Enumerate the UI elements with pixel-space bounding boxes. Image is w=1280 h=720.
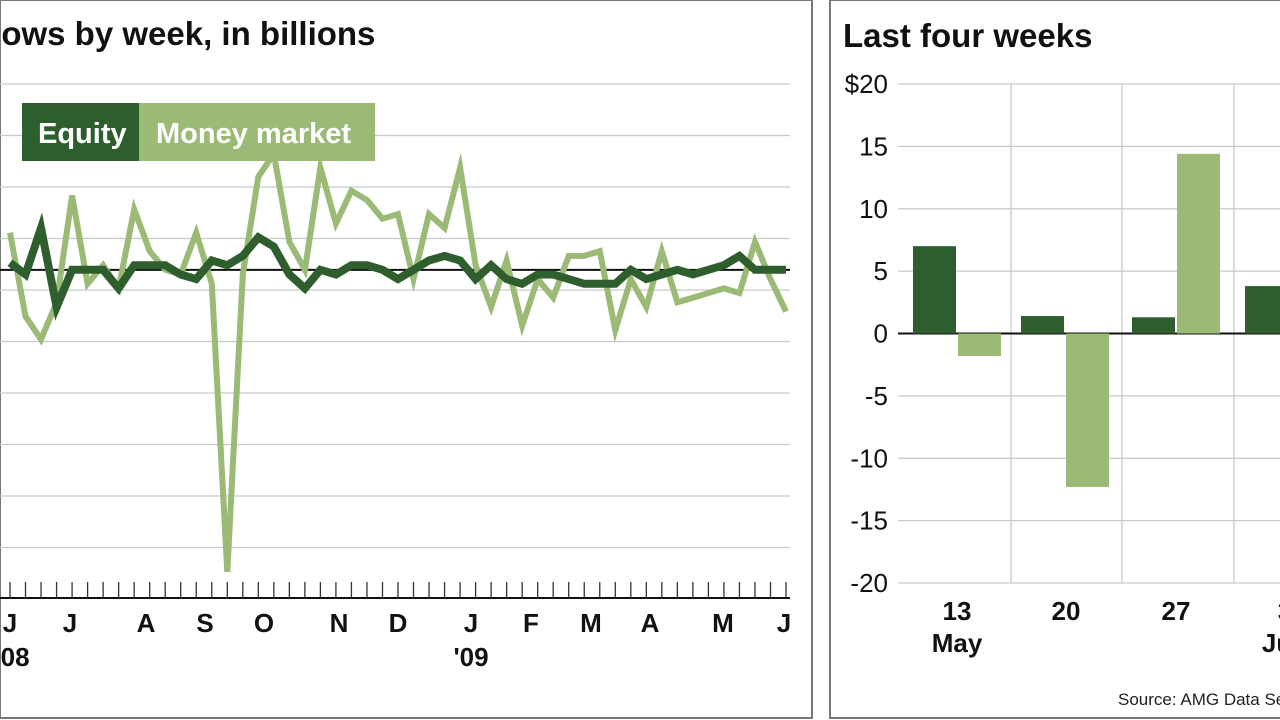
legend-equity-swatch xyxy=(22,103,139,161)
x-category-label: 27 xyxy=(1162,596,1191,626)
x-tick-label: J xyxy=(3,608,17,638)
x-month-label: May xyxy=(932,628,983,658)
x-tick-label: O xyxy=(254,608,274,638)
x-tick-label: M xyxy=(712,608,734,638)
equity-bar xyxy=(1132,317,1175,334)
x-category-label: 3 xyxy=(1278,596,1280,626)
y-tick-label: -20 xyxy=(850,568,888,598)
equity-bar xyxy=(1245,286,1280,334)
x-tick-label: D xyxy=(389,608,408,638)
y-tick-label: -10 xyxy=(850,443,888,473)
legend-money-market-swatch xyxy=(139,103,375,161)
legend-equity-label: Equity xyxy=(38,118,127,150)
legend: Equity Money market xyxy=(22,103,375,161)
x-year-label: '08 xyxy=(0,642,30,672)
y-tick-label: 0 xyxy=(874,319,888,349)
left-x-axis: J J A S O N D J F M A M J '08 '09 xyxy=(0,582,791,672)
x-tick-label: J xyxy=(464,608,478,638)
y-tick-label: 10 xyxy=(859,194,888,224)
y-tick-label: $20 xyxy=(845,69,888,99)
x-tick-label: A xyxy=(137,608,156,638)
x-tick-label: M xyxy=(580,608,602,638)
x-tick-label: N xyxy=(330,608,349,638)
y-tick-label: 15 xyxy=(859,131,888,161)
y-tick-label: -15 xyxy=(850,506,888,536)
money-market-bar xyxy=(958,333,1001,356)
right-y-axis: $20 15 10 5 0 -5 -10 -15 -20 xyxy=(845,69,888,598)
source-note: Source: AMG Data Services xyxy=(1118,690,1280,709)
x-year-label: '09 xyxy=(453,642,488,672)
legend-money-market-label: Money market xyxy=(156,118,351,150)
right-x-axis: 13 20 27 3 May Jun xyxy=(932,596,1280,658)
equity-line xyxy=(7,212,786,321)
x-category-label: 20 xyxy=(1052,596,1081,626)
equity-bar xyxy=(913,246,956,334)
x-tick-label: J xyxy=(777,608,791,638)
money-market-bar xyxy=(1066,333,1109,487)
x-category-label: 13 xyxy=(943,596,972,626)
x-tick-label: S xyxy=(196,608,213,638)
left-chart-title: Flows by week, in billions xyxy=(0,15,375,52)
x-tick-label: F xyxy=(523,608,539,638)
right-chart-title: Last four weeks xyxy=(843,17,1092,54)
right-chart-frame xyxy=(829,0,1280,719)
x-tick-label: A xyxy=(641,608,660,638)
y-tick-label: 5 xyxy=(874,256,888,286)
x-month-label: Jun xyxy=(1262,628,1280,658)
money-market-line xyxy=(7,145,789,572)
equity-bar xyxy=(1021,316,1064,334)
right-bar-series xyxy=(913,153,1280,487)
money-market-bar xyxy=(1177,153,1220,334)
x-tick-label: J xyxy=(63,608,77,638)
y-tick-label: -5 xyxy=(865,381,888,411)
left-line-series xyxy=(7,145,789,572)
